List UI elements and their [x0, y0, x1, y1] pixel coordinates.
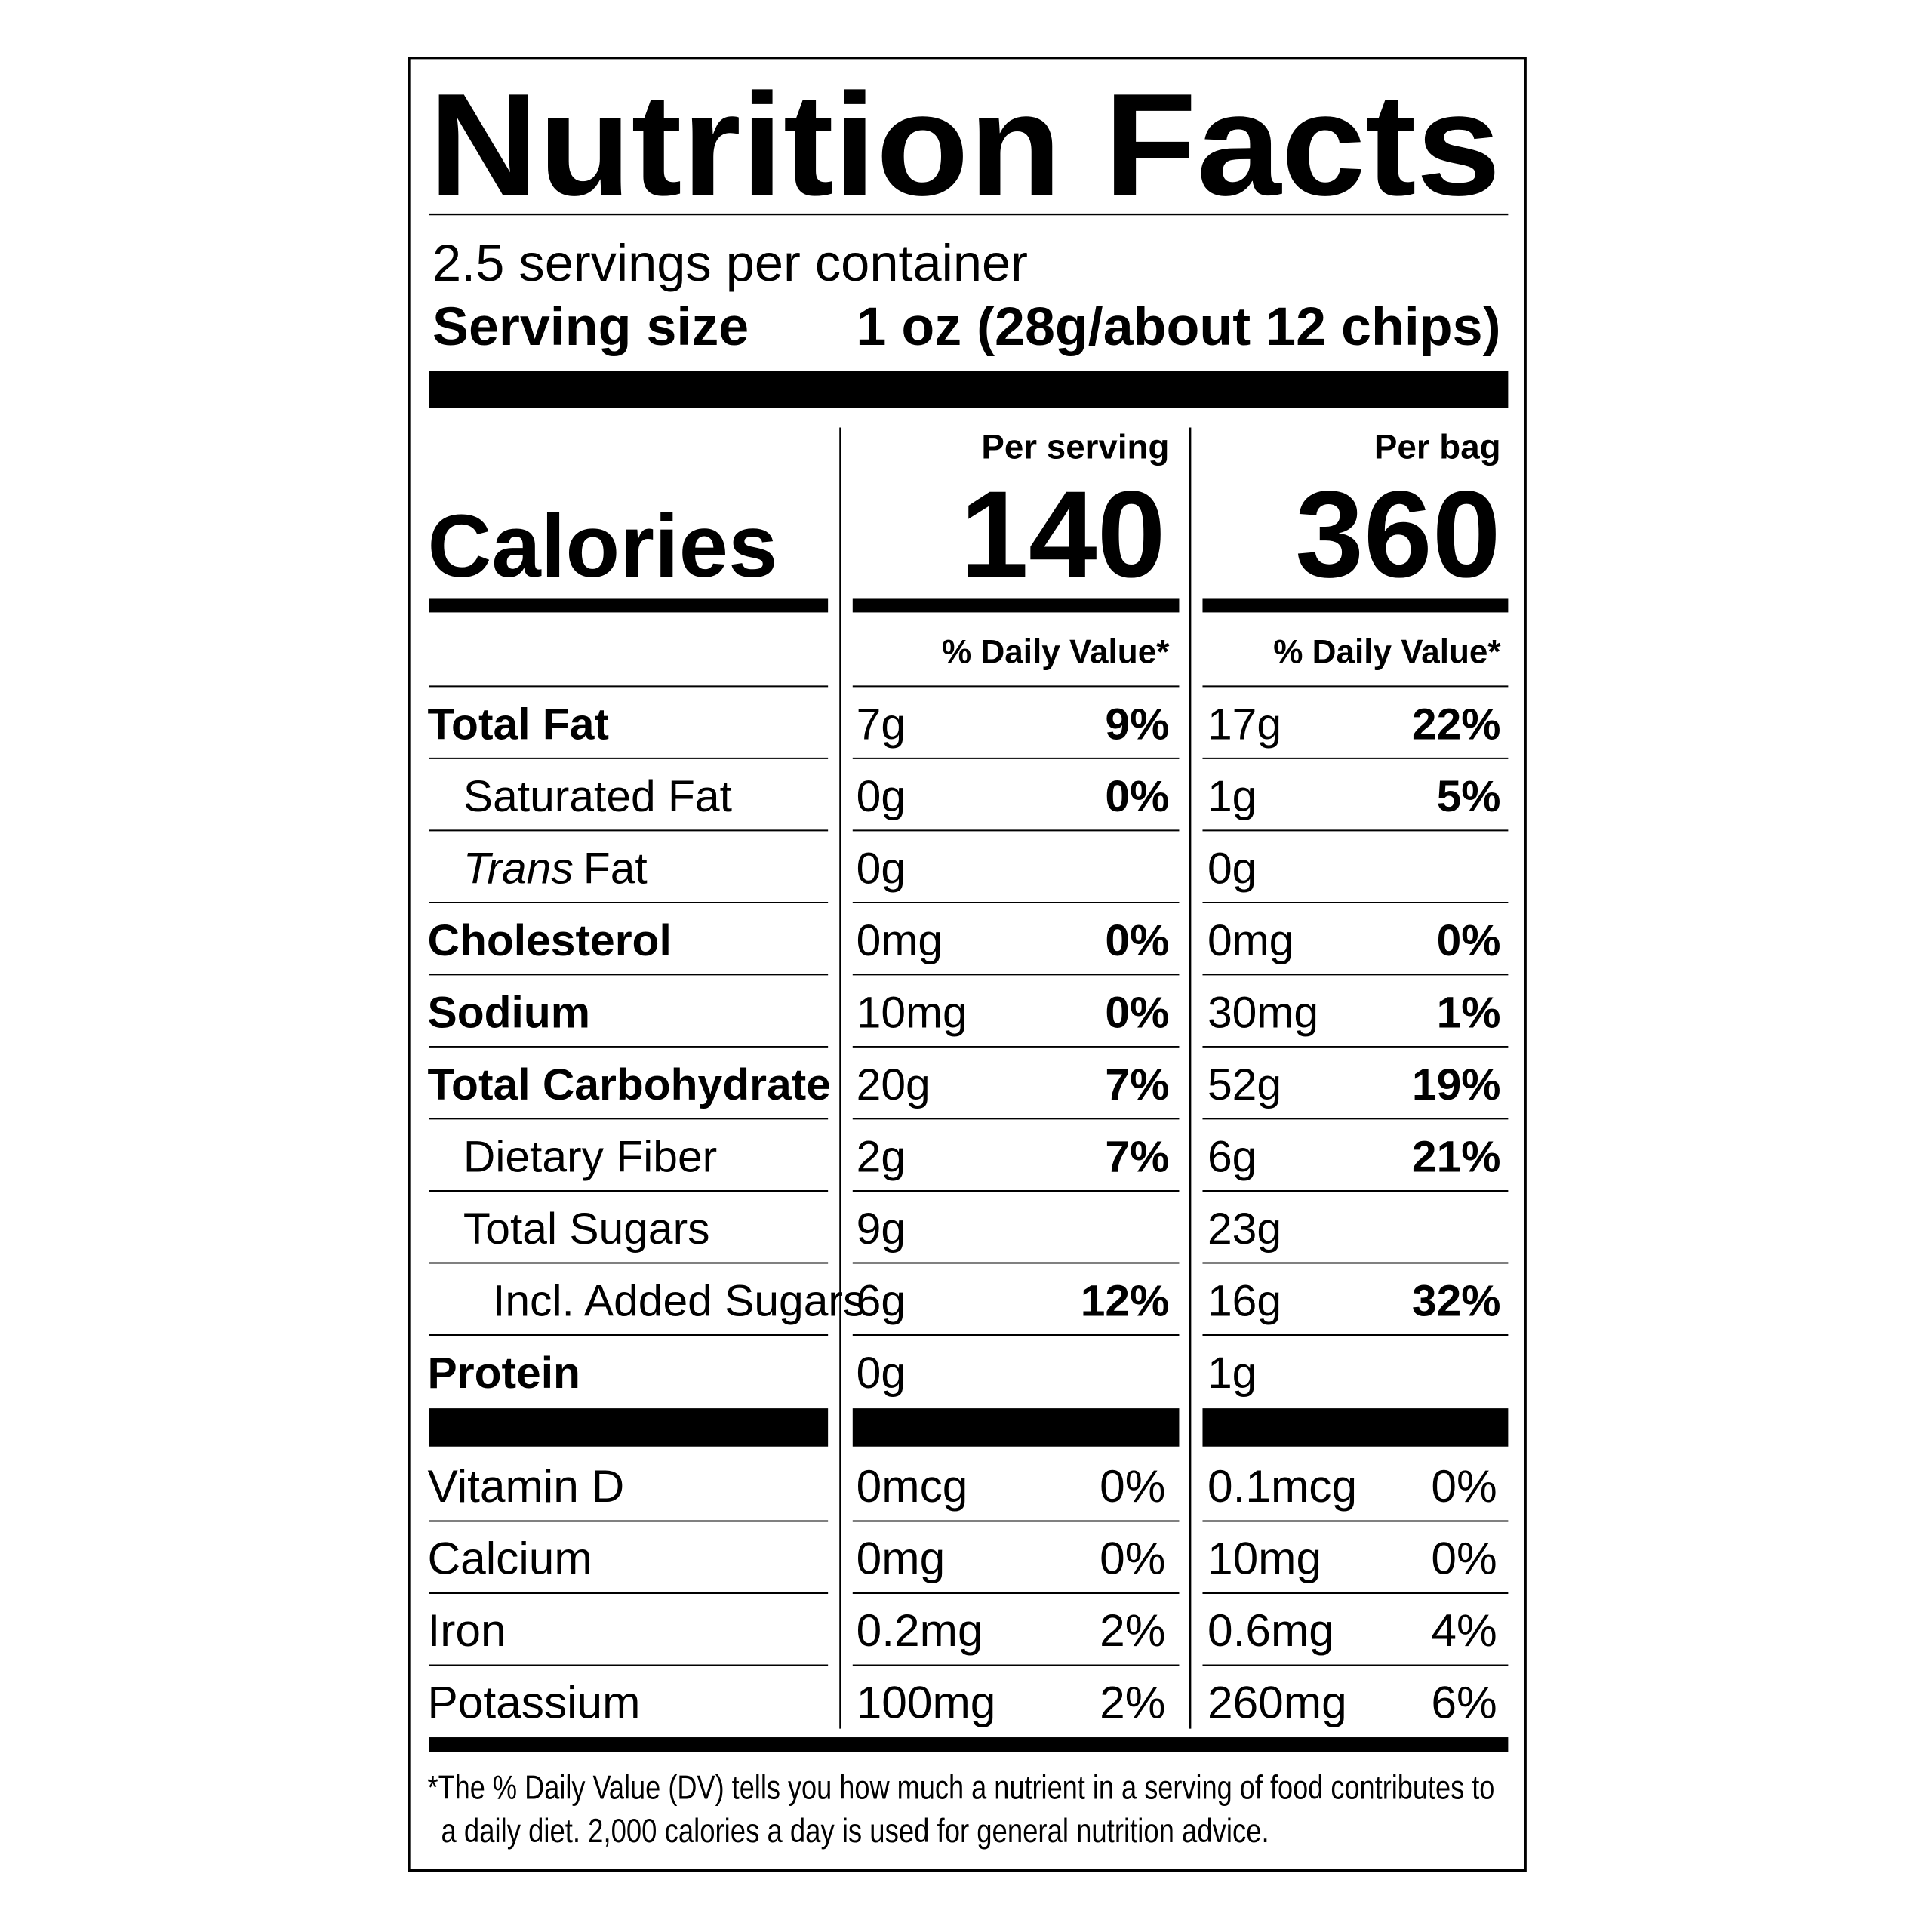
amount: 1g [1208, 772, 1257, 821]
column-header: Per bag [1374, 427, 1501, 466]
daily-value: 19% [1412, 1060, 1501, 1109]
servings: 2.5 servings per container [432, 234, 1028, 292]
daily-value: 7% [1105, 1133, 1169, 1182]
amount: 0mg [857, 1533, 945, 1584]
amount: 0g [857, 844, 906, 894]
daily-value: 22% [1412, 700, 1501, 749]
amount: 20g [857, 1060, 931, 1109]
footnote: a daily diet. 2,000 calories a day is us… [441, 1813, 1269, 1850]
daily-value: 9% [1105, 700, 1169, 749]
amount: 0mg [857, 916, 943, 965]
nutrient-name-italic: Trans [463, 844, 574, 894]
vitamin-name: Potassium [428, 1677, 641, 1728]
amount: 17g [1208, 700, 1281, 749]
nutrient-name: Incl. Added Sugars [493, 1277, 865, 1326]
amount: 23g [1208, 1204, 1281, 1254]
nutrient-name: Total Sugars [463, 1204, 710, 1254]
daily-value: 5% [1437, 772, 1501, 821]
title: Nutrition Facts [429, 63, 1500, 226]
amount: 16g [1208, 1277, 1281, 1326]
amount: 0g [857, 1349, 906, 1398]
amount: 52g [1208, 1060, 1281, 1109]
nutrient-name: Sodium [428, 989, 590, 1038]
daily-value: 0% [1431, 1460, 1497, 1512]
amount: 0g [857, 772, 906, 821]
bar [1202, 598, 1509, 613]
daily-value: 7% [1105, 1060, 1169, 1109]
nutrient-name: Total Fat [428, 700, 609, 749]
amount: 6g [1208, 1133, 1257, 1182]
bar [1202, 1408, 1509, 1447]
nutrient-name: Cholesterol [428, 916, 672, 965]
amount: 2g [857, 1133, 906, 1182]
column-header: Per serving [981, 427, 1169, 466]
daily-value: 1% [1437, 989, 1501, 1038]
nutrient-name-rest: Fat [583, 844, 648, 894]
amount: 10mg [1208, 1533, 1321, 1584]
daily-value: 0% [1100, 1460, 1165, 1512]
amount: 9g [857, 1204, 906, 1254]
amount: 6g [857, 1277, 906, 1326]
daily-value: 6% [1431, 1677, 1497, 1728]
daily-value: 0% [1105, 916, 1169, 965]
amount: 100mg [857, 1677, 996, 1728]
amount: 30mg [1208, 989, 1318, 1038]
calories-value: 360 [1295, 465, 1500, 603]
daily-value: 2% [1100, 1677, 1165, 1728]
calories-label: Calories [428, 497, 778, 595]
nutrient-name: Dietary Fiber [463, 1133, 717, 1182]
amount: 10mg [857, 989, 968, 1038]
nutrient-name: Saturated Fat [463, 772, 732, 821]
nutrient-name: Total Carbohydrate [428, 1060, 831, 1109]
vitamin-name: Calcium [428, 1533, 592, 1584]
bar [852, 598, 1180, 613]
footnote: *The % Daily Value (DV) tells you how mu… [428, 1770, 1495, 1807]
bar [429, 1408, 829, 1447]
calories-value: 140 [960, 465, 1165, 603]
amount: 0mg [1208, 916, 1294, 965]
daily-value: 0% [1105, 989, 1169, 1038]
daily-value: 12% [1081, 1277, 1170, 1326]
vitamin-name: Iron [428, 1604, 506, 1656]
vitamin-name: Vitamin D [428, 1460, 625, 1512]
dv-header: % Daily Value* [942, 633, 1170, 670]
amount: 0.2mg [857, 1604, 983, 1656]
daily-value: 0% [1437, 916, 1501, 965]
daily-value: 0% [1431, 1533, 1497, 1584]
amount: 0mcg [857, 1460, 968, 1512]
daily-value: 4% [1431, 1604, 1497, 1656]
amount: 1g [1208, 1349, 1257, 1398]
nutrient-name: Trans Fat [463, 844, 648, 894]
bar [852, 1408, 1180, 1447]
amount: 260mg [1208, 1677, 1347, 1728]
bar [429, 598, 829, 613]
daily-value: 21% [1412, 1133, 1501, 1182]
amount: 0g [1208, 844, 1257, 894]
amount: 7g [857, 700, 906, 749]
daily-value: 32% [1412, 1277, 1501, 1326]
label-border [408, 57, 1527, 1872]
nutrient-name: Protein [428, 1349, 580, 1398]
daily-value: 0% [1105, 772, 1169, 821]
dv-header: % Daily Value* [1273, 633, 1501, 670]
serving-size-label: Serving size [432, 297, 749, 357]
amount: 0.6mg [1208, 1604, 1334, 1656]
daily-value: 0% [1100, 1533, 1165, 1584]
serving-size-value: 1 oz (28g/about 12 chips) [856, 297, 1500, 357]
daily-value: 2% [1100, 1604, 1165, 1656]
thick-bar [429, 371, 1509, 408]
amount: 0.1mcg [1208, 1460, 1357, 1512]
bar [429, 1737, 1509, 1752]
